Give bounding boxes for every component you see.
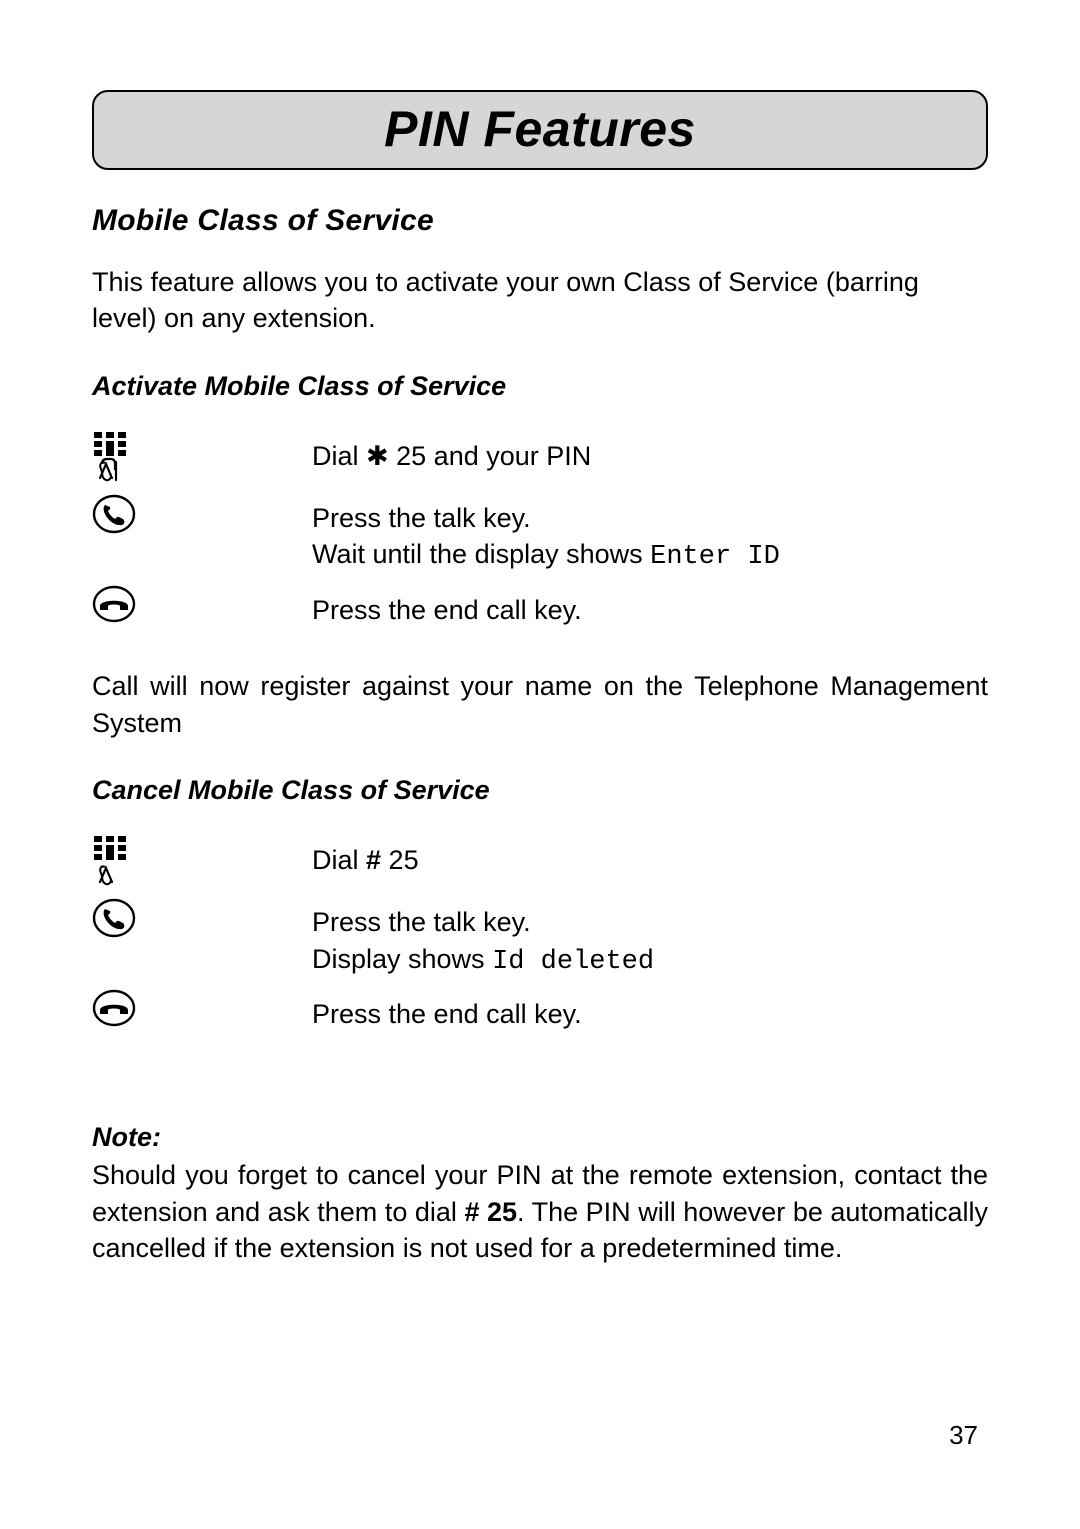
cancel-heading: Cancel Mobile Class of Service	[92, 775, 988, 806]
page-title-box: PIN Features	[92, 90, 988, 170]
text: Display shows Id deleted	[312, 941, 654, 980]
activate-after-text: Call will now register against your name…	[92, 668, 988, 741]
text: ✱	[366, 441, 389, 471]
end-call-icon	[92, 986, 312, 1028]
step-row: Press the end call key.	[92, 986, 988, 1032]
page-number: 37	[949, 1420, 978, 1451]
keypad-icon	[92, 832, 312, 888]
text: Dial	[312, 441, 366, 471]
activate-heading: Activate Mobile Class of Service	[92, 371, 988, 402]
note-text: Should you forget to cancel your PIN at …	[92, 1157, 988, 1266]
step-text: Dial # 25	[312, 832, 419, 878]
step-text: Dial ✱ 25 and your PIN	[312, 428, 591, 474]
step-text: Press the end call key.	[312, 582, 582, 628]
text: Press the talk key.	[312, 904, 654, 940]
keypad-icon	[92, 428, 312, 484]
talk-key-icon	[92, 490, 312, 536]
step-row: Dial # 25	[92, 832, 988, 888]
step-text: Press the talk key. Wait until the displ…	[312, 490, 780, 576]
page-title: PIN Features	[94, 100, 986, 158]
text: Wait until the display shows Enter ID	[312, 536, 780, 575]
step-text: Press the end call key.	[312, 986, 582, 1032]
text: #	[366, 845, 381, 875]
section-intro: This feature allows you to activate your…	[92, 264, 988, 337]
cancel-steps: Dial # 25 Press the talk key. Display sh…	[92, 832, 988, 1032]
text: 25 and your PIN	[389, 441, 592, 471]
talk-key-icon	[92, 894, 312, 940]
text: Dial	[312, 845, 366, 875]
text: 25	[381, 845, 419, 875]
step-row: Press the talk key. Display shows Id del…	[92, 894, 988, 980]
step-text: Press the talk key. Display shows Id del…	[312, 894, 654, 980]
step-row: Press the end call key.	[92, 582, 988, 628]
activate-steps: Dial ✱ 25 and your PIN Press the talk ke…	[92, 428, 988, 628]
end-call-icon	[92, 582, 312, 624]
text: Press the talk key.	[312, 500, 780, 536]
note-label: Note:	[92, 1122, 988, 1153]
section-heading: Mobile Class of Service	[92, 204, 988, 238]
step-row: Dial ✱ 25 and your PIN	[92, 428, 988, 484]
step-row: Press the talk key. Wait until the displ…	[92, 490, 988, 576]
